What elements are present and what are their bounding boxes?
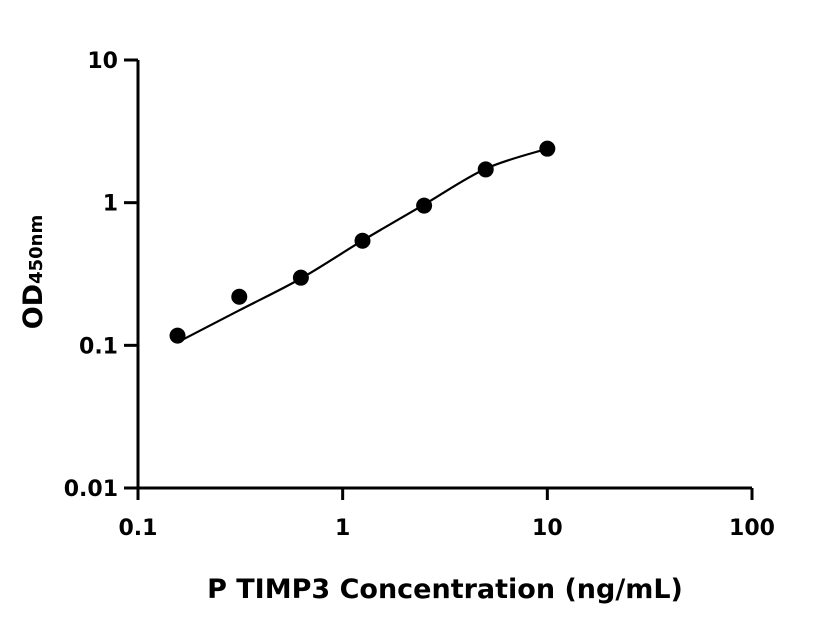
y-axis-label-main: OD (18, 284, 49, 329)
x-tick-label: 1 (335, 516, 350, 541)
data-points (169, 140, 556, 344)
x-tick-label: 0.1 (119, 516, 158, 541)
data-point (477, 161, 494, 178)
axes (124, 58, 754, 500)
y-axis-label: OD450nm (18, 215, 49, 330)
x-tick-label: 10 (532, 516, 563, 541)
y-tick-label: 0.01 (64, 477, 118, 502)
y-tick-label: 1 (103, 192, 118, 217)
y-axis-label-sub: 450nm (26, 215, 47, 284)
y-tick-label: 0.1 (79, 334, 118, 359)
data-point (416, 197, 433, 214)
x-tick-labels: 0.1 1 10 100 (119, 516, 775, 541)
data-point (354, 232, 371, 249)
data-point (292, 269, 309, 286)
data-point (231, 288, 248, 305)
y-tick-label: 10 (87, 49, 118, 74)
data-point (169, 327, 186, 344)
x-tick-label: 100 (729, 516, 775, 541)
data-point (539, 140, 556, 157)
y-tick-labels: 0.01 0.1 1 10 (64, 49, 118, 502)
x-axis-label: P TIMP3 Concentration (ng/mL) (207, 574, 683, 605)
